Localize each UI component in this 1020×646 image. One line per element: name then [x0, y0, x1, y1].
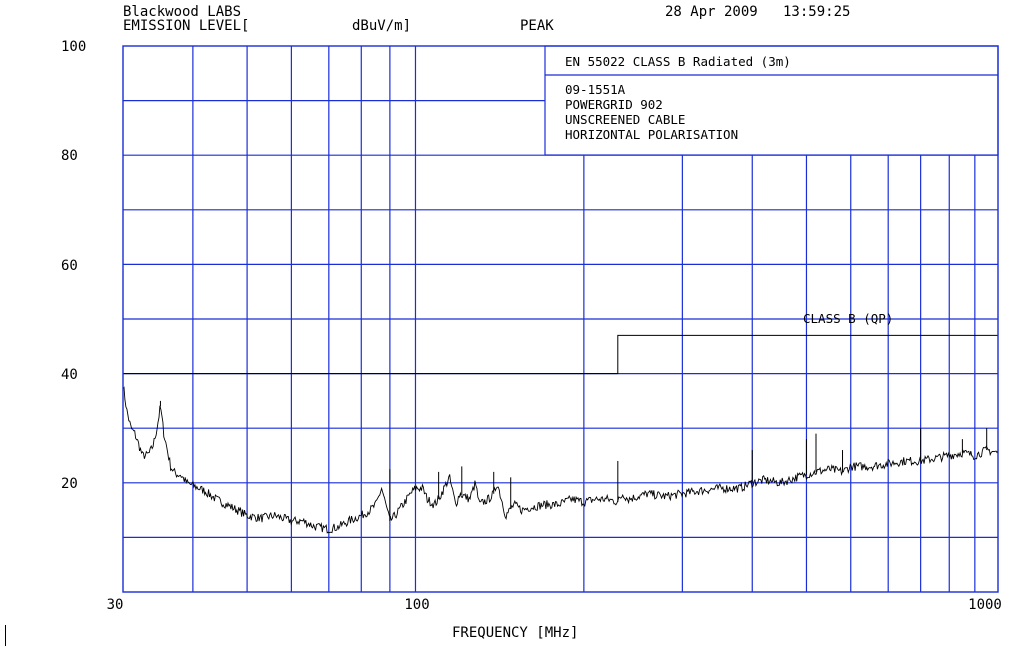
- limit-label: CLASS B (QP): [803, 311, 894, 326]
- info-line: 09-1551A: [565, 82, 626, 97]
- x-tick-label: 1000: [968, 597, 1002, 613]
- info-box: [544, 45, 999, 156]
- info-line: UNSCREENED CABLE: [565, 112, 686, 127]
- y-tick-label: 20: [61, 476, 78, 492]
- y-tick-label: 40: [61, 367, 78, 383]
- plot-frame: [122, 45, 999, 593]
- page-edge-line: [5, 625, 6, 646]
- y-tick-label: 100: [61, 39, 87, 55]
- y-tick-label: 60: [61, 258, 78, 274]
- emission-trace-path: [122, 386, 999, 534]
- lab-name: Blackwood LABS: [123, 4, 242, 20]
- limit-line-path: [123, 334, 998, 375]
- info-standard: EN 55022 CLASS B Radiated (3m): [565, 54, 791, 69]
- limit-line: [123, 334, 998, 375]
- info-line: POWERGRID 902: [565, 97, 663, 112]
- x-axis-label: FREQUENCY [MHz]: [452, 625, 579, 641]
- date-time: 28 Apr 2009 13:59:25: [665, 4, 851, 20]
- y-axis-title: EMISSION LEVEL[: [123, 18, 250, 34]
- info-line: HORIZONTAL POLARISATION: [565, 127, 739, 142]
- emission-trace: [122, 386, 999, 534]
- y-axis-unit: dBuV/m]: [352, 18, 412, 34]
- x-tick-label: 100: [404, 597, 430, 613]
- y-tick-label: 80: [61, 148, 78, 164]
- x-tick-label: 30: [106, 597, 124, 613]
- detector-mode: PEAK: [520, 18, 554, 34]
